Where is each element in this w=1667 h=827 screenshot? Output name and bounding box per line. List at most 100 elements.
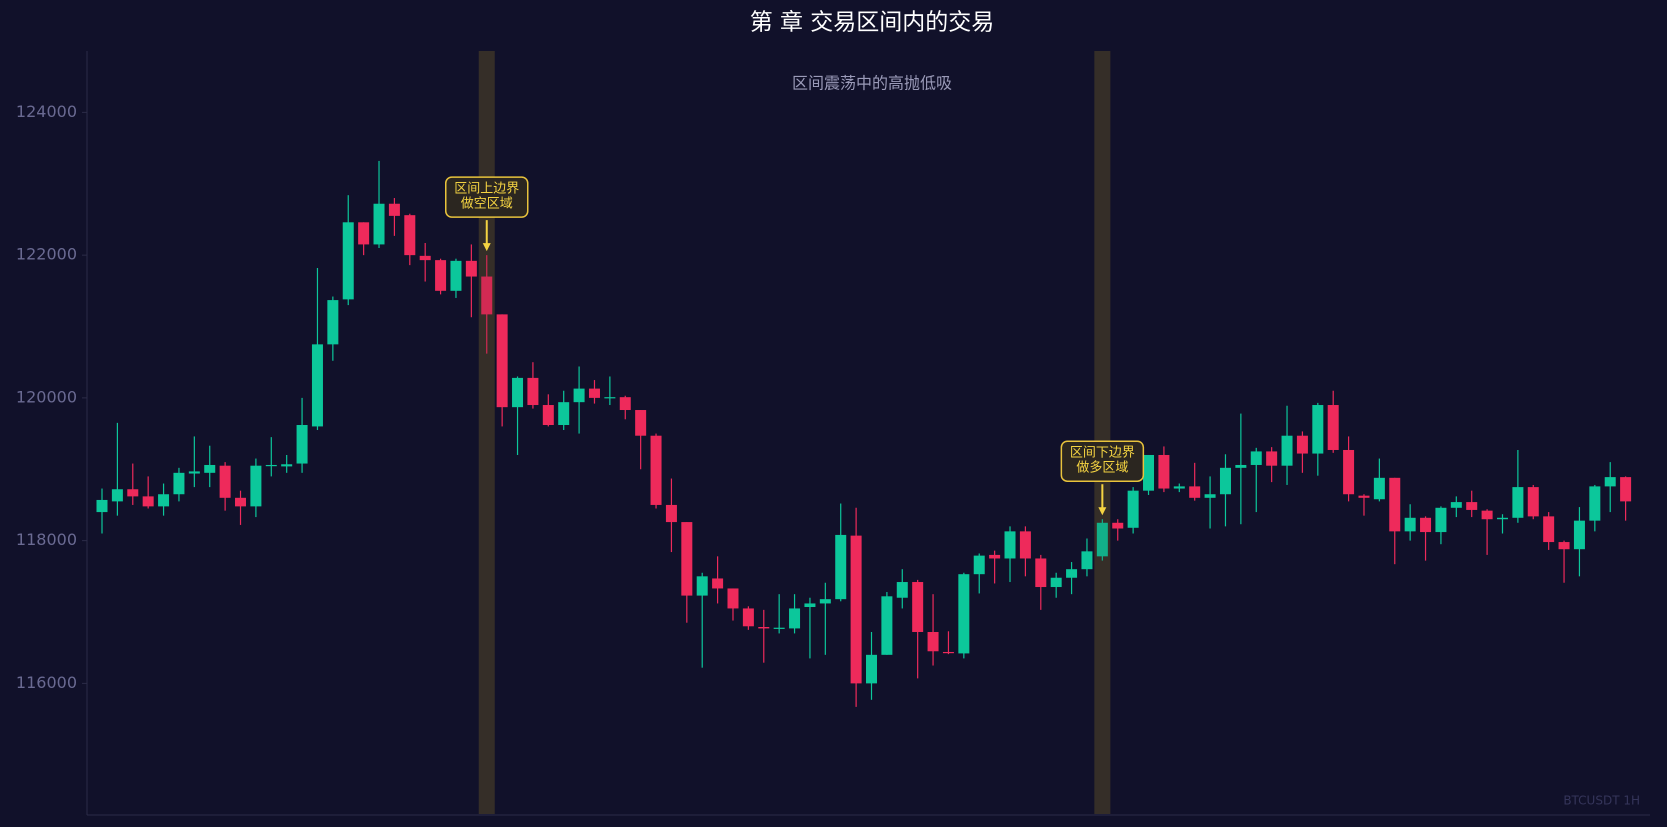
candle (311, 267, 323, 431)
candle-body (1620, 477, 1632, 502)
candle-body (604, 397, 616, 399)
candle (296, 397, 308, 473)
candle-body (1343, 449, 1355, 495)
chart-subtitle: 区间震荡中的高抛低吸 (792, 74, 952, 93)
annotation-text: 区间上边界 (454, 182, 519, 197)
candle-body (496, 314, 508, 408)
candle-body (527, 377, 539, 406)
candle-body (1173, 486, 1185, 489)
candle-body (342, 222, 354, 300)
annotation-text: 做空区域 (461, 197, 513, 212)
y-tick-label: 120000 (16, 387, 77, 406)
candle (158, 483, 170, 516)
candle (835, 503, 847, 602)
candle (1604, 462, 1616, 513)
candle-body (819, 599, 831, 604)
candle (696, 572, 708, 668)
candle-body (1296, 435, 1308, 454)
candle (404, 213, 416, 266)
candle (881, 592, 893, 655)
candle-body (1358, 495, 1370, 498)
candle-body (512, 377, 524, 408)
candle-body (989, 554, 1001, 559)
candle (1558, 540, 1570, 583)
candle (819, 582, 831, 655)
candle (635, 410, 647, 470)
candle (542, 394, 554, 427)
candle-body (1312, 405, 1324, 454)
candle-body (1558, 542, 1570, 550)
candle-body (450, 260, 462, 291)
candle-body (742, 608, 754, 627)
candle (804, 597, 816, 659)
candle (1204, 476, 1216, 529)
candle-body (235, 497, 247, 507)
candle (1512, 449, 1524, 523)
candle (573, 366, 585, 434)
candle-body (1543, 516, 1555, 543)
candle (219, 462, 231, 511)
candle (358, 222, 370, 256)
candle-body (311, 344, 323, 427)
candle-body (912, 582, 924, 632)
candle-body (758, 626, 770, 629)
candle (1389, 477, 1401, 565)
candle-body (1158, 454, 1170, 489)
candle (1312, 402, 1324, 476)
candle-body (1589, 486, 1601, 521)
candle-body (173, 472, 185, 495)
candle (912, 579, 924, 679)
candle-body (650, 435, 662, 505)
candle (896, 569, 908, 609)
candle-body (542, 405, 554, 426)
chart-title: 第 章 交易区间内的交易 (750, 10, 995, 36)
candle (1281, 405, 1293, 485)
candle (1620, 476, 1632, 521)
candle (1081, 538, 1093, 577)
annotation-text: 做多区域 (1076, 460, 1128, 476)
candle (588, 380, 600, 404)
candle-body (1404, 517, 1416, 532)
candle-body (388, 203, 400, 216)
candle-body (127, 489, 139, 497)
candle-body (1281, 435, 1293, 466)
candle (1543, 512, 1555, 550)
candle-body (789, 608, 801, 629)
candle (1466, 490, 1478, 518)
candle (188, 436, 200, 488)
candle-body (465, 260, 477, 277)
candle-body (1481, 510, 1493, 520)
candle-body (1496, 517, 1508, 520)
candle-body (1189, 486, 1201, 498)
candle (1327, 390, 1339, 453)
candle-body (1573, 520, 1585, 550)
candle-body (1604, 477, 1616, 487)
candle (96, 488, 108, 534)
candle-body (804, 603, 816, 608)
candle-body (773, 627, 785, 629)
candle (419, 242, 431, 282)
y-tick-label: 124000 (16, 102, 77, 121)
candle (989, 550, 1001, 584)
candle-body (435, 260, 447, 291)
candle (1589, 484, 1601, 532)
candle (250, 458, 262, 518)
candle (1266, 447, 1278, 483)
candle (866, 631, 877, 700)
candle (742, 606, 754, 630)
candle (327, 296, 339, 361)
candle (958, 572, 970, 659)
candle (1143, 454, 1155, 495)
candle (204, 445, 216, 488)
candle-body (419, 255, 431, 261)
candle-body (1050, 577, 1062, 588)
candle-body (1235, 464, 1247, 468)
candle-body (250, 465, 262, 507)
candle (465, 244, 477, 318)
y-tick-label: 122000 (16, 245, 77, 264)
candle-body (1019, 531, 1031, 559)
candle (1373, 458, 1385, 502)
highlight-band (478, 51, 495, 814)
candle (373, 160, 385, 248)
